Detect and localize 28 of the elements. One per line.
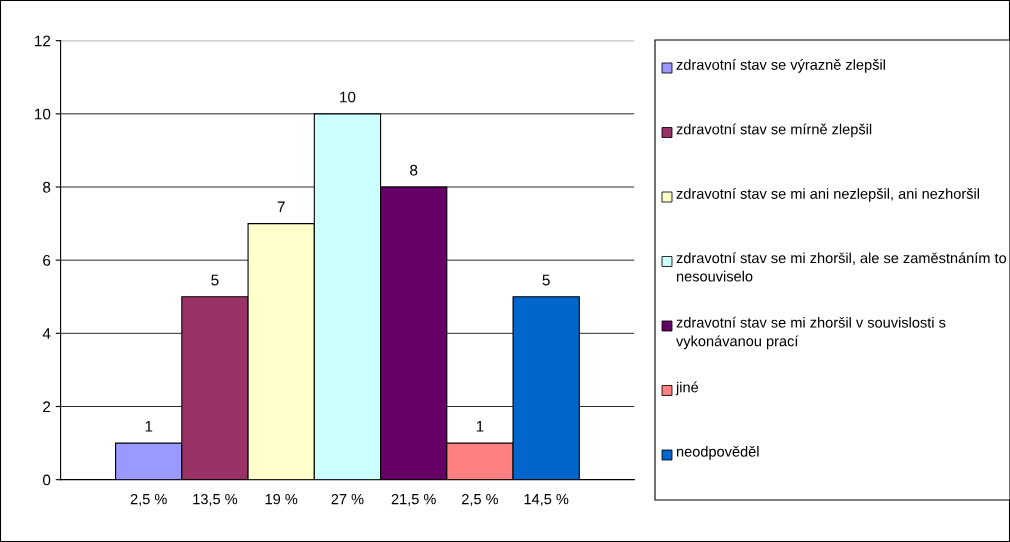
x-tick-label: 21,5 % [391,493,436,506]
x-tick-label: 14,5 % [524,494,569,506]
legend-label: zdravotní stav se mi zhoršil v souvislosti s vykonávanou prací [676,316,946,350]
data-label: 7 [277,201,285,213]
legend-label: zdravotní stav se výrazně zlepšil [676,59,885,73]
data-label: 5 [542,274,550,286]
data-label: 1 [476,421,484,432]
y-tick-label: 12 [35,35,51,47]
y-tick-label: 4 [42,328,51,339]
y-tick-label: 8 [43,181,51,193]
data-label: 10 [340,91,356,103]
x-tick-label: 13,5 % [193,493,238,506]
data-label: 5 [211,274,219,286]
y-tick-label: 10 [35,108,51,120]
x-tick-label: 2,5 % [462,493,499,506]
x-tick-label: 2,5 % [130,493,167,506]
y-tick-label: 2 [43,401,51,413]
legend-label: zdravotní stav se mírně zlepšil [676,123,872,138]
legend-label: neodpověděl [676,446,759,460]
y-tick-label: 6 [43,255,51,266]
x-tick-label: 19 % [265,493,298,505]
legend-label: zdravotní stav se mi ani nezlepšil, ani nezhoršil [676,188,979,202]
legend-label: zdravotní stav se mi zhoršil, ale se zaměstnáním to nesouviselo [676,252,1007,282]
data-label: 1 [145,421,153,432]
data-label: 8 [410,164,418,176]
legend-label: jiné [675,381,699,396]
x-tick-label: 27 % [331,493,364,505]
y-tick-label: 0 [42,474,51,486]
